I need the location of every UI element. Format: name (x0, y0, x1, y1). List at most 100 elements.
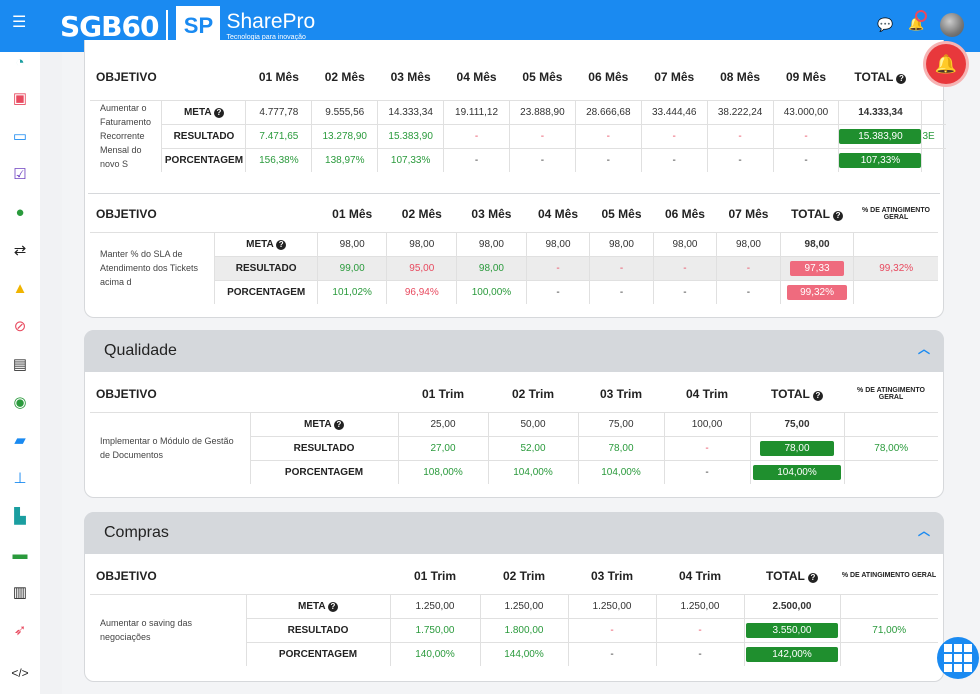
month-header: 01 Mês (258, 69, 299, 84)
period-header: 01 Trim (413, 568, 457, 583)
eye-icon[interactable]: ◉ (13, 394, 27, 411)
resultado-cell: - (525, 255, 590, 280)
atingimento-value: 99,32% (853, 255, 938, 280)
help-icon[interactable]: ? (808, 572, 818, 583)
help-icon[interactable]: ? (213, 107, 224, 118)
warning-icon[interactable]: ▲ (12, 280, 28, 297)
users-icon[interactable]: ● (15, 204, 25, 221)
folder-icon[interactable]: ▰ (14, 432, 26, 449)
row-label-resultado: RESULTADO (214, 255, 318, 280)
atingimento-value: 78,00% (843, 435, 938, 460)
porcentagem-cell: 156,38% (245, 147, 312, 172)
table-sla: OBJETIVO 01 Mês 02 Mês 03 Mês 04 Mês 05 … (90, 196, 938, 304)
month-header: 04 Mês (456, 69, 497, 84)
resultado-cell: 7.471,65 (245, 123, 312, 148)
checkbox-icon[interactable]: ☑ (13, 166, 27, 183)
resultado-cell: - (716, 255, 781, 280)
logo-separator (166, 10, 169, 42)
overflow-cell (921, 99, 946, 124)
table-row: Implementar o Módulo de Gestão de Docume… (90, 411, 938, 484)
porcentagem-cell: 104,00% (577, 459, 664, 484)
resultado-total-badge: 78,00 (760, 440, 834, 456)
meta-cell: 25,00 (397, 411, 488, 436)
sitemap-icon[interactable]: ⊥ (13, 470, 27, 487)
ban-icon[interactable]: ⊘ (13, 318, 27, 335)
resultado-cell: 1.800,00 (479, 617, 568, 642)
bar-chart-icon[interactable]: ▥ (12, 584, 28, 601)
month-header: 09 Mês (785, 69, 826, 84)
id-card-icon[interactable]: ▬ (12, 546, 28, 563)
month-header: 04 Mês (537, 206, 579, 221)
porcentagem-cell: - (567, 641, 656, 666)
porcentagem-cell: 104,00% (487, 459, 578, 484)
porcentagem-cell: 101,02% (316, 279, 387, 304)
month-header: 03 Mês (471, 206, 512, 221)
help-icon[interactable]: ? (334, 419, 344, 430)
exchange-icon[interactable]: ⇄ (13, 242, 27, 259)
month-header: 06 Mês (664, 206, 705, 221)
meta-total: 75,00 (749, 411, 844, 436)
help-icon[interactable]: ? (813, 390, 823, 401)
table-row: PORCENTAGEM 108,00% 104,00% 104,00% - 10… (90, 459, 938, 484)
row-label-porcentagem: PORCENTAGEM (245, 641, 390, 666)
rocket-icon[interactable]: ➶ (13, 622, 27, 639)
meta-total: 2.500,00 (743, 593, 840, 618)
meta-cell: 98,00 (589, 231, 654, 256)
month-header: 02 Mês (401, 206, 442, 221)
meta-cell: 98,00 (316, 231, 387, 256)
table-row: PORCENTAGEM 101,02% 96,94% 100,00% - - -… (90, 279, 938, 304)
menu-icon[interactable]: ☰ (12, 14, 27, 31)
dashboard-icon[interactable]: ◔ (15, 54, 25, 71)
row-label-porcentagem: PORCENTAGEM (249, 459, 398, 484)
porcentagem-total-badge: 142,00% (746, 646, 838, 662)
month-header: 07 Mês (654, 69, 695, 84)
resultado-cell: - (589, 255, 654, 280)
resultado-cell: 95,00 (386, 255, 457, 280)
porcentagem-total-badge: 107,33% (839, 152, 922, 168)
porcentagem-cell: - (525, 279, 590, 304)
total-header: TOTAL ? (839, 54, 922, 100)
total-header: TOTAL ? (780, 196, 854, 232)
clipboard-icon[interactable]: ▭ (12, 128, 28, 145)
resultado-total: 78,00 (749, 435, 844, 460)
help-icon[interactable]: ? (328, 601, 338, 612)
calendar-check-icon[interactable]: ▣ (12, 90, 28, 107)
meta-cell: 98,00 (525, 231, 590, 256)
porcentagem-cell: - (772, 147, 839, 172)
resultado-total: 15.383,90 (838, 123, 922, 148)
chat-icon[interactable]: 💬 (877, 17, 894, 32)
alarm-button[interactable]: 🔔 (926, 44, 966, 84)
meta-cell: 28.666,68 (574, 99, 642, 124)
logo[interactable]: SGB60 SP SharePro Tecnologia para inovaç… (60, 6, 315, 46)
section-header-qualidade[interactable]: Qualidade ︿ (84, 330, 944, 372)
resultado-cell: 99,00 (316, 255, 387, 280)
help-icon[interactable]: ? (276, 239, 287, 250)
total-header-label: TOTAL (770, 386, 810, 401)
period-header: 04 Trim (678, 568, 722, 583)
meta-cell: 1.250,00 (567, 593, 656, 618)
resultado-cell: 98,00 (456, 255, 527, 280)
avatar[interactable] (940, 13, 964, 37)
resultado-cell: 15.383,90 (377, 123, 444, 148)
alarm-bell-icon: 🔔 (934, 54, 958, 74)
help-icon[interactable]: ? (896, 73, 907, 84)
meta-cell: 14.333,34 (377, 99, 444, 124)
help-icon[interactable]: ? (833, 210, 844, 221)
apps-grid-button[interactable] (937, 637, 979, 679)
porcentagem-total: 107,33% (838, 147, 922, 172)
table-qualidade: OBJETIVO 01 Trim 02 Trim 03 Trim 04 Trim… (90, 376, 938, 484)
notification-badge-icon (915, 10, 927, 22)
section-header-compras[interactable]: Compras ︿ (84, 512, 944, 554)
code-icon[interactable]: </> (11, 666, 29, 680)
chevron-up-icon[interactable]: ︿ (917, 342, 930, 356)
porcentagem-cell: 140,00% (389, 641, 480, 666)
document-icon[interactable]: ▤ (12, 356, 28, 373)
logo-sp-mark: SP (176, 6, 221, 46)
industry-chart-icon[interactable]: ▙ (14, 508, 26, 525)
chevron-up-icon[interactable]: ︿ (917, 524, 930, 538)
month-header: 07 Mês (728, 206, 769, 221)
table-row: PORCENTAGEM 156,38% 138,97% 107,33% - - … (90, 147, 946, 172)
resultado-cell: 52,00 (487, 435, 578, 460)
period-header: 04 Trim (685, 386, 729, 401)
meta-cell: 1.250,00 (389, 593, 480, 618)
